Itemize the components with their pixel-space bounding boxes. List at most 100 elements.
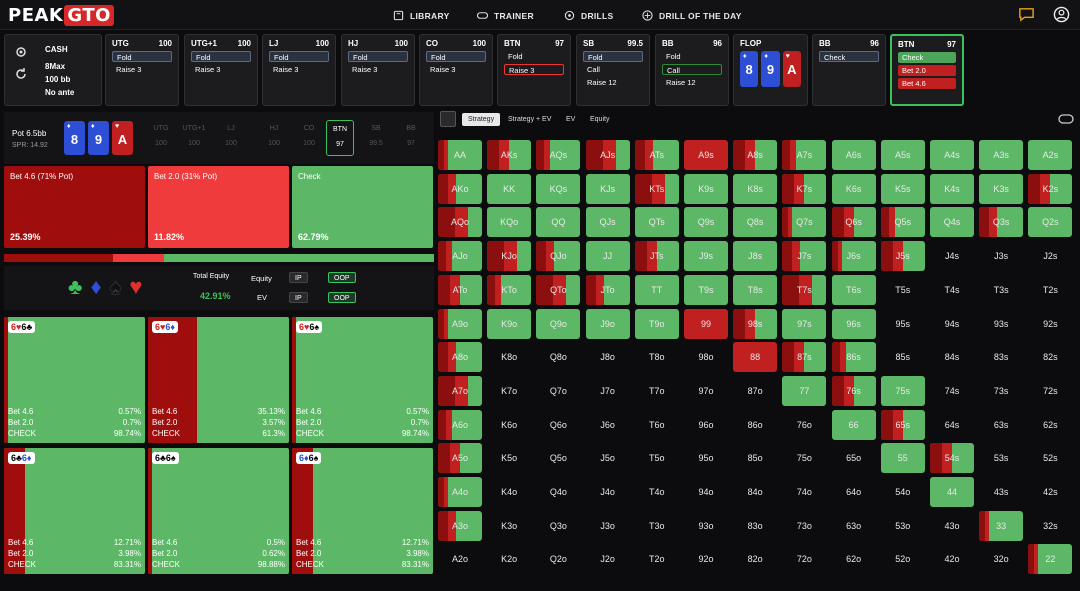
combo-card[interactable]: 6♥6♣ Bet 4.6 0.57% Bet 2.0 0.7% CHECK 98.74% [4, 317, 145, 443]
combo-card[interactable]: 6♣6♠ Bet 4.6 0.5% Bet 2.0 0.62% CHECK 98.88% [148, 448, 289, 574]
hand-cell[interactable]: 44 [930, 477, 974, 507]
hand-cell[interactable]: K6o [487, 410, 531, 440]
hand-cell[interactable]: QJo [536, 241, 581, 272]
seat-bb[interactable]: BB 97 [397, 120, 425, 156]
hand-cell[interactable]: J3o [586, 511, 630, 541]
action-option[interactable]: Raise 3 [116, 65, 142, 74]
hand-cell[interactable]: 72s [1028, 376, 1072, 406]
action-option[interactable]: Fold [191, 51, 251, 62]
hand-cell[interactable]: 72o [782, 544, 826, 574]
hand-cell[interactable]: ATs [634, 140, 679, 170]
hand-cell[interactable]: 95s [881, 309, 925, 339]
hand-cell[interactable]: 62s [1028, 410, 1072, 440]
hand-cell[interactable]: A2o [438, 544, 482, 574]
hand-cell[interactable]: 54s [930, 443, 974, 474]
hand-cell[interactable]: T2s [1028, 275, 1072, 305]
hand-cell[interactable]: T6o [635, 410, 679, 440]
hand-cell[interactable]: TT [634, 274, 679, 305]
hand-cell[interactable]: A3o [438, 510, 482, 541]
hand-cell[interactable]: 52s [1028, 443, 1072, 473]
hand-cell[interactable]: 75s [880, 375, 925, 406]
hand-cell[interactable]: K5s [880, 173, 925, 204]
hand-cell[interactable]: KTs [634, 173, 679, 204]
hand-cell[interactable]: Q3o [536, 511, 580, 541]
hand-cell[interactable]: K8o [487, 342, 531, 372]
action-option[interactable]: Check [819, 51, 879, 62]
hand-cell[interactable]: QTs [634, 207, 679, 238]
hand-cell[interactable]: K2s [1028, 173, 1073, 204]
action-option[interactable]: Fold [112, 51, 172, 62]
suit-filter-icon[interactable]: ♥ [129, 274, 143, 299]
hand-cell[interactable]: QJs [585, 207, 630, 238]
hand-cell[interactable]: J5s [880, 241, 925, 272]
hand-cell[interactable]: 95o [684, 443, 728, 473]
hand-cell[interactable]: Q7s [782, 207, 827, 238]
suit-filter-icon[interactable]: ♠ [109, 274, 122, 299]
hand-cell[interactable]: AQs [536, 140, 581, 170]
hand-cell[interactable]: 63s [979, 410, 1023, 440]
hand-cell[interactable]: AJo [438, 241, 482, 272]
hand-cell[interactable]: J6s [831, 241, 876, 272]
hand-cell[interactable]: T3o [635, 511, 679, 541]
hand-cell[interactable]: A4o [438, 477, 482, 507]
hand-cell[interactable]: Q5o [536, 443, 580, 473]
hand-cell[interactable]: A8s [733, 140, 778, 170]
hand-cell[interactable]: A5o [438, 443, 482, 474]
hand-cell[interactable]: A4s [930, 140, 974, 170]
hand-cell[interactable]: J8o [586, 342, 630, 372]
sidebar-toggle-icon[interactable] [440, 111, 456, 127]
hand-cell[interactable]: 77 [782, 375, 827, 406]
hand-cell[interactable]: 42s [1028, 477, 1072, 507]
action-option[interactable]: Raise 3 [195, 65, 221, 74]
action-option[interactable]: Bet 2.0 [898, 65, 956, 76]
seat-utg[interactable]: UTG 100 [147, 120, 175, 156]
hand-cell[interactable]: 53s [979, 443, 1023, 473]
hand-cell[interactable]: 83s [979, 342, 1023, 372]
hand-cell[interactable]: A6s [831, 140, 876, 170]
tab-strategy-ev[interactable]: Strategy + EV [508, 116, 552, 123]
action-option[interactable]: Raise 3 [273, 65, 299, 74]
action-option[interactable]: Fold [269, 51, 329, 62]
hand-cell[interactable]: 63o [832, 511, 876, 541]
hand-cell[interactable]: 32o [979, 544, 1023, 574]
action-option[interactable]: Raise 12 [587, 78, 617, 87]
combo-card[interactable]: 6♦6♠ Bet 4.6 12.71% Bet 2.0 3.98% CHECK 83.31% [292, 448, 433, 574]
hand-cell[interactable]: 33 [979, 510, 1024, 541]
hand-cell[interactable]: 83o [733, 511, 777, 541]
hand-cell[interactable]: A9s [684, 140, 728, 170]
hand-cell[interactable]: T9s [684, 274, 728, 305]
hand-cell[interactable]: KTo [487, 274, 532, 305]
hand-cell[interactable]: A2s [1028, 140, 1073, 170]
tab-equity[interactable]: Equity [590, 116, 610, 123]
action-option[interactable]: Raise 3 [504, 64, 564, 75]
hand-cell[interactable]: 73o [782, 511, 826, 541]
hand-cell[interactable]: 65o [832, 443, 876, 473]
hand-cell[interactable]: J8s [733, 241, 778, 272]
nav-drill-of-the-day[interactable]: DRILL OF THE DAY [642, 10, 742, 21]
hand-cell[interactable]: 74o [782, 477, 826, 507]
hand-cell[interactable]: K4s [930, 173, 974, 204]
suit-filter-icon[interactable]: ♦ [90, 274, 102, 299]
hand-cell[interactable]: K3s [979, 173, 1024, 204]
position-card-utg[interactable]: UTG 100 Fold Raise 3 [105, 34, 179, 106]
hand-cell[interactable]: 85o [733, 443, 777, 473]
hand-cell[interactable]: A6o [438, 409, 482, 440]
hand-cell[interactable]: 43o [930, 511, 974, 541]
equity-oop-toggle[interactable]: OOP [328, 272, 356, 283]
hand-cell[interactable]: 86s [831, 342, 876, 373]
hand-cell[interactable]: 87o [733, 376, 777, 406]
hand-cell[interactable]: QTo [536, 274, 581, 305]
hand-cell[interactable]: 64o [832, 477, 876, 507]
hand-cell[interactable]: 66 [831, 409, 876, 440]
position-card-btn[interactable]: BTN 97 Fold Raise 3 [497, 34, 571, 106]
hand-cell[interactable]: 98o [684, 342, 728, 372]
hand-cell[interactable]: 82s [1028, 342, 1072, 372]
hand-cell[interactable]: Q6o [536, 410, 580, 440]
gear-icon[interactable] [14, 45, 28, 59]
hand-cell[interactable]: JTs [634, 241, 679, 272]
hand-cell[interactable]: J2o [586, 544, 630, 574]
tab-ev[interactable]: EV [566, 116, 576, 123]
hand-cell[interactable]: AQo [438, 207, 482, 238]
combo-card[interactable]: 6♣6♦ Bet 4.6 12.71% Bet 2.0 3.98% CHECK 83.31% [4, 448, 145, 574]
hand-cell[interactable]: KK [487, 173, 532, 204]
